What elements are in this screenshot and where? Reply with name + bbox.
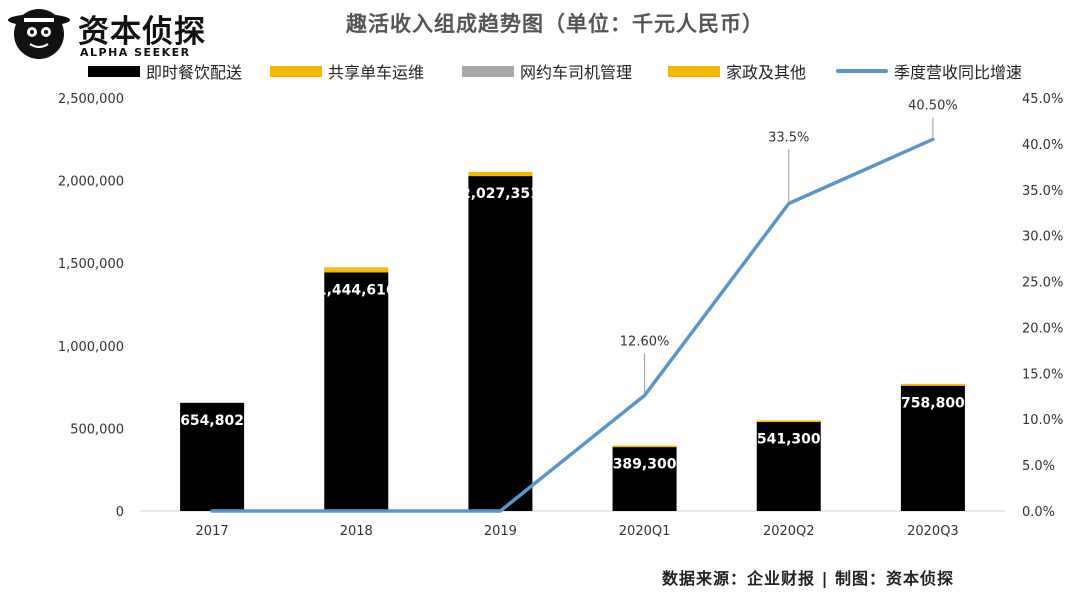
- bar-value-label: 541,300: [757, 432, 821, 448]
- bar-bike-ops: [324, 269, 389, 273]
- y-right-tick-label: 10.0%: [1022, 413, 1063, 428]
- legend-swatch-food-delivery: [88, 65, 140, 77]
- bar-housekeeping: [468, 171, 533, 175]
- bar-bike-ops: [612, 446, 677, 448]
- legend-item-housekeeping: 家政及其他: [668, 58, 806, 84]
- y-left-tick-label: 500,000: [70, 422, 124, 437]
- y-right-tick-label: 40.0%: [1022, 138, 1063, 153]
- bar-value-label: 389,300: [613, 457, 677, 473]
- bar-bike-ops: [900, 384, 965, 386]
- growth-point-label: 40.50%: [908, 98, 958, 113]
- legend-label-housekeeping: 家政及其他: [726, 63, 807, 82]
- legend-swatch-housekeeping: [668, 65, 720, 77]
- legend-swatch-ride-hailing: [462, 65, 514, 77]
- x-tick-label: 2020Q2: [763, 524, 815, 539]
- legend-label-food-delivery: 即时餐饮配送: [146, 63, 243, 82]
- bar-housekeeping: [324, 267, 389, 270]
- brand-name-en: ALPHA SEEKER: [80, 46, 191, 59]
- bar-value-label: 1,444,616: [317, 282, 396, 298]
- y-left-tick-label: 0: [116, 505, 124, 520]
- y-right-tick-label: 0.0%: [1022, 505, 1055, 520]
- x-tick-label: 2017: [196, 524, 229, 539]
- bar-housekeeping: [612, 445, 677, 447]
- legend-item-growth-line: 季度营收同比增速: [836, 58, 1022, 84]
- bar-bike-ops: [756, 421, 821, 423]
- y-left-tick-label: 1,500,000: [58, 257, 124, 272]
- y-right-tick-label: 25.0%: [1022, 276, 1063, 291]
- growth-point-label: 12.60%: [620, 334, 670, 349]
- source-note: 数据来源：企业财报 | 制图：资本侦探: [662, 569, 954, 588]
- legend: 即时餐饮配送 共享单车运维 网约车司机管理 家政及其他 季度营收同比增速: [0, 58, 1080, 84]
- legend-item-food-delivery: 即时餐饮配送: [88, 58, 242, 84]
- y-right-tick-label: 5.0%: [1022, 459, 1055, 474]
- legend-label-bike-ops: 共享单车运维: [328, 63, 425, 82]
- legend-item-bike-ops: 共享单车运维: [270, 58, 424, 84]
- x-tick-label: 2020Q1: [619, 524, 671, 539]
- bar-housekeeping: [756, 420, 821, 422]
- y-left-tick-label: 1,000,000: [58, 340, 124, 355]
- brand-name-cn: 资本侦探: [78, 14, 206, 50]
- brand-logo: 资本侦探 ALPHA SEEKER: [6, 4, 211, 60]
- x-tick-label: 2019: [484, 524, 517, 539]
- chart-title: 趣活收入组成趋势图（单位：千元人民币）: [346, 12, 764, 36]
- y-left-tick-label: 2,000,000: [58, 175, 124, 190]
- growth-point-label: 33.5%: [768, 131, 809, 146]
- bar-food-delivery: [756, 421, 821, 511]
- bar-value-label: 2,027,351: [461, 186, 540, 202]
- y-right-tick-label: 15.0%: [1022, 367, 1063, 382]
- detective-avatar-icon: [8, 9, 70, 59]
- bar-food-delivery: [468, 176, 533, 512]
- bar-food-delivery: [612, 446, 677, 511]
- bar-value-label: 654,802: [180, 413, 244, 429]
- bar-food-delivery: [900, 385, 965, 511]
- legend-label-growth-line: 季度营收同比增速: [894, 63, 1023, 82]
- x-tick-label: 2020Q3: [907, 524, 959, 539]
- legend-swatch-growth-line: [836, 69, 888, 73]
- y-right-tick-label: 45.0%: [1022, 92, 1063, 107]
- legend-swatch-bike-ops: [270, 65, 322, 77]
- bar-bike-ops: [468, 174, 533, 177]
- growth-line: [210, 137, 935, 513]
- y-right-tick-label: 30.0%: [1022, 230, 1063, 245]
- x-tick-label: 2018: [340, 524, 373, 539]
- bar-value-label: 758,800: [901, 396, 965, 412]
- legend-item-ride-hailing: 网约车司机管理: [462, 58, 632, 84]
- y-right-tick-label: 20.0%: [1022, 321, 1063, 336]
- bar-food-delivery: [180, 402, 245, 511]
- legend-label-ride-hailing: 网约车司机管理: [520, 63, 633, 82]
- y-right-tick-label: 35.0%: [1022, 184, 1063, 199]
- bar-housekeeping: [900, 383, 965, 385]
- y-left-tick-label: 2,500,000: [58, 92, 124, 107]
- bar-food-delivery: [324, 272, 389, 511]
